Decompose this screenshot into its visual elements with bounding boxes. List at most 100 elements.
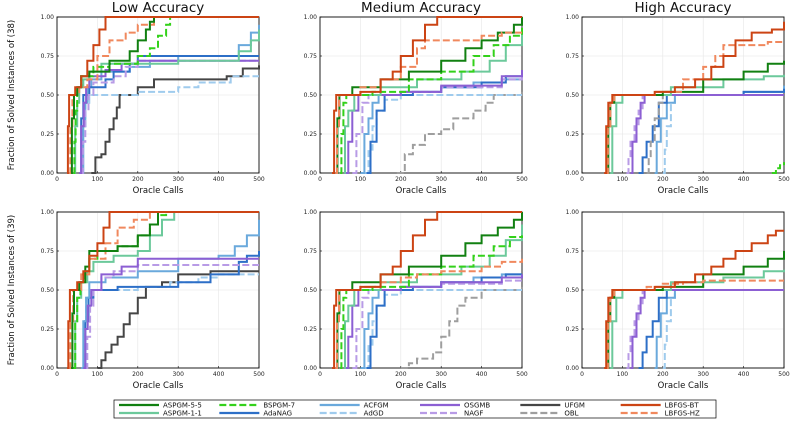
- x-tick-label: 200: [657, 176, 669, 183]
- panel-5: 0 100 200 300 400 500 0.00 0.25 0.50 0.75 1.00 Orac…: [304, 209, 528, 391]
- y-tick-label: 0.50: [566, 287, 580, 294]
- legend-label-osgmb: OSGMB: [464, 401, 490, 409]
- series-osgmb: [344, 70, 523, 174]
- series-obl: [400, 286, 523, 369]
- series-osgmb: [344, 274, 523, 369]
- y-tick-label: 0.25: [41, 131, 55, 138]
- panel-title: Medium Accuracy: [361, 0, 481, 16]
- y-tick-label: 0.00: [41, 365, 55, 372]
- y-tick-label: 0.75: [566, 53, 580, 60]
- x-tick-label: 200: [395, 176, 407, 183]
- panel-4: 0 100 200 300 400 500 0.00 0.25 0.50 0.75 1.00 Orac…: [7, 209, 265, 391]
- legend-label-adanag: AdaNAG: [263, 409, 292, 417]
- series-acfgm: [654, 289, 784, 369]
- x-tick-label: 400: [476, 371, 488, 378]
- x-tick-label: 500: [516, 371, 528, 378]
- series-lbfgsbt: [604, 229, 784, 369]
- x-axis-label: Oracle Calls: [658, 381, 709, 391]
- y-tick-label: 0.75: [566, 248, 580, 255]
- series-obl: [396, 91, 523, 174]
- x-tick-label: 300: [172, 176, 184, 183]
- series-nagf: [81, 59, 259, 174]
- x-tick-label: 500: [778, 371, 790, 378]
- series-osgmb: [83, 257, 259, 369]
- legend-label-ufgm: UFGM: [564, 401, 585, 409]
- y-tick-label: 0.25: [304, 326, 318, 333]
- x-axis-label: Oracle Calls: [658, 186, 709, 196]
- panel-title: Low Accuracy: [112, 0, 205, 16]
- x-tick-label: 500: [516, 176, 528, 183]
- series-obl: [646, 94, 784, 174]
- y-tick-label: 1.00: [41, 209, 55, 216]
- series-bspgm7: [771, 162, 785, 174]
- y-tick-label: 0.50: [41, 287, 55, 294]
- y-tick-label: 0.00: [304, 170, 318, 177]
- series-aspgm55: [70, 16, 259, 174]
- series-lbfgshz: [606, 41, 784, 174]
- x-tick-label: 100: [617, 176, 629, 183]
- x-tick-label: 200: [395, 371, 407, 378]
- x-axis-label: Oracle Calls: [396, 381, 447, 391]
- y-tick-label: 1.00: [304, 14, 318, 21]
- y-tick-label: 0.75: [304, 53, 318, 60]
- series-lbfgsbt: [66, 16, 259, 174]
- series-osgmb: [630, 94, 784, 174]
- y-tick-label: 0.00: [566, 365, 580, 372]
- panel-2: 0 100 200 300 400 500 0.00 0.25 0.50 0.75 1.00 Medi…: [304, 0, 528, 196]
- legend-label-lbfgshz: LBFGS-HZ: [665, 409, 700, 417]
- legend-label-aspgm11: ASPGM-1-1: [163, 409, 202, 417]
- x-axis-label: Oracle Calls: [396, 186, 447, 196]
- x-axis-label: Oracle Calls: [133, 186, 184, 196]
- y-tick-label: 0.50: [304, 287, 318, 294]
- y-tick-label: 1.00: [304, 209, 318, 216]
- legend-label-adgd: AdGD: [364, 409, 384, 417]
- series-lbfgsbt: [67, 211, 259, 369]
- panel-title: High Accuracy: [635, 0, 732, 16]
- series-ufgm: [97, 270, 259, 369]
- x-tick-label: 100: [355, 371, 367, 378]
- x-tick-label: 200: [132, 176, 144, 183]
- legend-label-acfgm: ACFGM: [364, 401, 389, 409]
- x-tick-label: 0: [318, 371, 322, 378]
- x-tick-label: 400: [213, 371, 225, 378]
- y-axis-label: Fraction of Solved Instances of (39): [7, 215, 17, 365]
- series-aspgm11: [610, 74, 785, 174]
- x-tick-label: 0: [580, 371, 584, 378]
- y-tick-label: 0.00: [41, 170, 55, 177]
- y-tick-label: 0.25: [566, 131, 580, 138]
- x-tick-label: 400: [738, 371, 750, 378]
- y-tick-label: 1.00: [41, 14, 55, 21]
- x-tick-label: 300: [697, 176, 709, 183]
- x-axis-label: Oracle Calls: [133, 381, 184, 391]
- x-tick-label: 400: [738, 176, 750, 183]
- y-tick-label: 0.75: [41, 248, 55, 255]
- x-tick-label: 0: [55, 176, 59, 183]
- legend-label-aspgm55: ASPGM-5-5: [163, 401, 202, 409]
- x-tick-label: 500: [253, 176, 265, 183]
- y-tick-label: 0.25: [566, 326, 580, 333]
- series-lbfgsbt: [604, 21, 785, 174]
- series-adanag: [638, 88, 785, 174]
- legend-label-lbfgsbt: LBFGS-BT: [665, 401, 700, 409]
- panel-6: 0 100 200 300 400 500 0.00 0.25 0.50 0.75 1.00 Orac…: [566, 209, 790, 391]
- series-adanag: [638, 289, 784, 369]
- series-aspgm11: [610, 269, 785, 369]
- legend-label-nagf: NAGF: [464, 409, 483, 417]
- x-tick-label: 300: [697, 371, 709, 378]
- x-tick-label: 100: [92, 176, 104, 183]
- y-axis-label: Fraction of Solved Instances of (38): [7, 20, 17, 170]
- x-tick-label: 500: [778, 176, 790, 183]
- x-tick-label: 0: [580, 176, 584, 183]
- series-adanag: [366, 75, 522, 174]
- series-acfgm: [81, 219, 260, 369]
- series-lbfgsbt: [332, 211, 522, 369]
- legend-label-bspgm7: BSPGM-7: [263, 401, 295, 409]
- x-tick-label: 0: [318, 176, 322, 183]
- y-tick-label: 0.25: [41, 326, 55, 333]
- y-tick-label: 0.50: [41, 92, 55, 99]
- series-nagf: [626, 289, 784, 369]
- series-aspgm11: [344, 29, 523, 174]
- x-tick-label: 300: [435, 176, 447, 183]
